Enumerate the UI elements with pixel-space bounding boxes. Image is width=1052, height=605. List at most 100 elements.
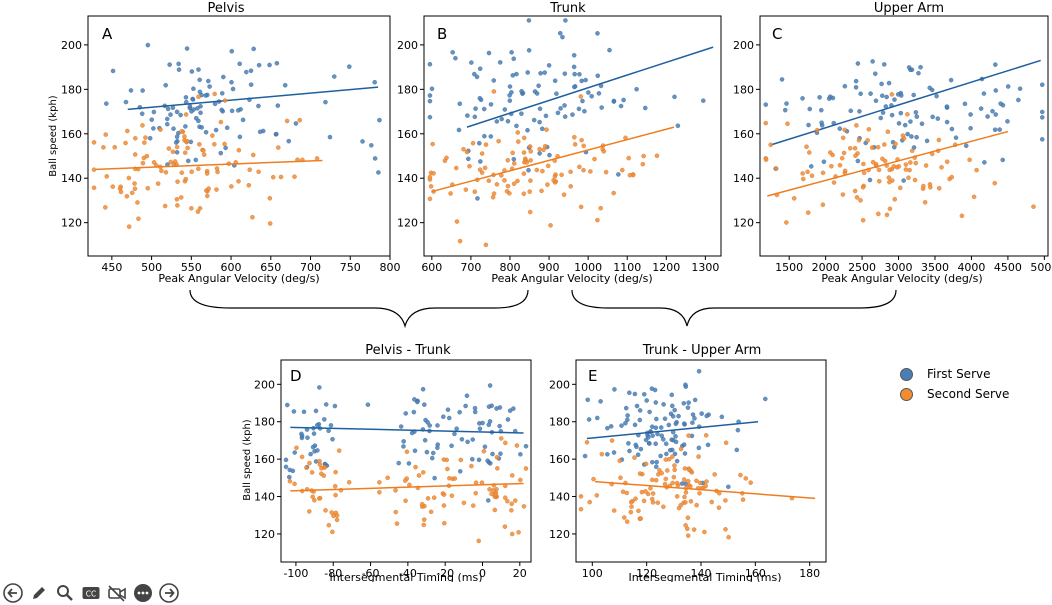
point-first-serve: [807, 106, 812, 112]
point-second-serve: [212, 141, 217, 147]
point-second-serve: [578, 94, 584, 99]
point-first-serve: [985, 114, 990, 119]
point-second-serve: [703, 483, 708, 489]
point-second-serve: [676, 505, 682, 511]
point-second-serve: [636, 508, 641, 514]
point-first-serve: [171, 126, 176, 131]
point-second-serve: [101, 145, 106, 150]
point-second-serve: [196, 166, 201, 172]
point-second-serve: [158, 127, 163, 132]
y-tick-label: 160: [549, 453, 570, 466]
camera-button[interactable]: [106, 582, 128, 604]
point-second-serve: [861, 161, 866, 167]
point-first-serve: [572, 71, 577, 77]
point-second-serve: [125, 128, 130, 134]
point-first-serve: [305, 435, 310, 440]
point-first-serve: [190, 97, 196, 102]
point-first-serve: [322, 417, 327, 422]
point-second-serve: [685, 515, 691, 521]
point-second-serve: [444, 155, 449, 161]
point-second-serve: [189, 169, 194, 174]
y-tick-label: 120: [733, 217, 754, 230]
point-second-serve: [521, 150, 527, 155]
point-first-serve: [686, 400, 691, 405]
x-tick-label: 20: [513, 567, 527, 580]
point-first-serve: [457, 409, 462, 415]
x-tick-label: 140: [691, 567, 712, 580]
point-second-serve: [140, 123, 145, 128]
point-first-serve: [223, 145, 228, 151]
y-tick-label: 160: [733, 128, 754, 141]
more-button[interactable]: [132, 582, 154, 604]
point-first-serve: [422, 402, 427, 407]
point-second-serve: [247, 167, 252, 173]
point-second-serve: [921, 183, 926, 189]
point-second-serve: [206, 186, 211, 191]
point-first-serve: [507, 93, 512, 98]
point-first-serve: [525, 70, 530, 75]
point-second-serve: [201, 148, 206, 153]
point-first-serve: [218, 150, 224, 156]
point-first-serve: [317, 385, 322, 390]
x-axis-label: Intersegmental Timing (ms): [329, 571, 482, 582]
point-first-serve: [806, 122, 811, 128]
point-second-serve: [307, 460, 312, 466]
fit-line-second-serve: [95, 159, 323, 171]
point-second-serve: [903, 162, 909, 167]
point-first-serve: [898, 110, 904, 116]
point-first-serve: [147, 136, 153, 141]
point-second-serve: [124, 194, 130, 199]
back-button[interactable]: [2, 582, 24, 604]
point-first-serve: [248, 68, 254, 74]
point-second-serve: [643, 489, 648, 494]
point-first-serve: [447, 415, 452, 421]
annotate-button[interactable]: [28, 582, 50, 604]
y-tick-label: 200: [254, 378, 275, 391]
point-second-serve: [129, 190, 135, 196]
point-first-serve: [667, 447, 673, 453]
point-first-serve: [596, 91, 602, 96]
y-tick-label: 140: [733, 172, 754, 185]
point-second-serve: [135, 200, 140, 205]
point-second-serve: [648, 486, 653, 491]
panel-pelvis: Pelvis A Peak Angular Velocity (deg/s) B…: [48, 1, 401, 285]
point-first-serve: [477, 140, 482, 146]
point-second-serve: [551, 178, 556, 183]
point-second-serve: [889, 92, 895, 97]
x-tick-label: 2500: [848, 261, 876, 274]
point-first-serve: [562, 114, 568, 119]
point-second-serve: [461, 500, 467, 506]
point-first-serve: [586, 90, 591, 95]
point-first-serve: [635, 452, 641, 457]
point-first-serve: [583, 77, 588, 83]
forward-button[interactable]: [158, 582, 180, 604]
point-first-serve: [372, 79, 377, 85]
x-tick-label: -20: [436, 567, 454, 580]
point-second-serve: [773, 166, 779, 171]
point-second-serve: [839, 155, 845, 161]
point-first-serve: [485, 458, 490, 464]
zoom-button[interactable]: [54, 582, 76, 604]
point-second-serve: [162, 203, 168, 209]
point-first-serve: [188, 139, 194, 145]
point-second-serve: [428, 509, 434, 515]
point-second-serve: [505, 183, 511, 189]
point-first-serve: [944, 119, 950, 125]
point-first-serve: [842, 84, 848, 89]
point-second-serve: [804, 144, 809, 149]
point-first-serve: [542, 70, 547, 75]
point-first-serve: [873, 98, 879, 103]
captions-button[interactable]: CC: [80, 582, 102, 604]
point-second-serve: [913, 160, 919, 166]
point-first-serve: [465, 113, 470, 118]
point-second-serve: [284, 118, 290, 124]
y-tick-label: 180: [733, 83, 754, 96]
point-first-serve: [949, 126, 955, 132]
x-tick-label: 120: [636, 567, 657, 580]
point-second-serve: [197, 142, 202, 147]
point-first-serve: [224, 125, 230, 130]
point-first-serve: [229, 48, 235, 54]
point-second-serve: [629, 504, 634, 509]
point-second-serve: [628, 499, 634, 505]
point-second-serve: [887, 206, 893, 212]
